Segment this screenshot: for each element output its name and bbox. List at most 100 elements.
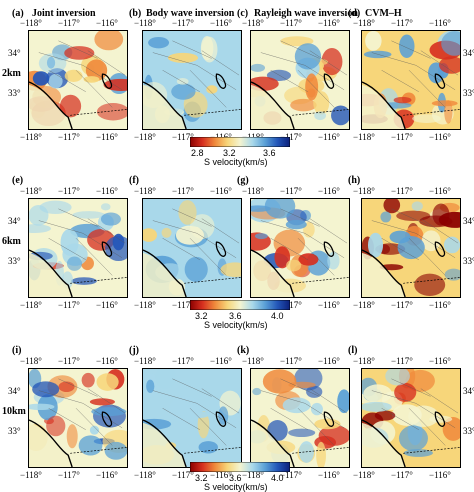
salton-sea-outline — [101, 411, 113, 427]
map-canvas — [29, 199, 127, 297]
velocity-anomaly — [285, 219, 307, 230]
offshore-area — [362, 84, 406, 129]
map-canvas — [362, 369, 460, 467]
velocity-anomaly — [89, 425, 100, 435]
fault-line — [152, 52, 237, 91]
fault-line — [38, 390, 123, 429]
coastline — [143, 81, 187, 129]
velocity-anomaly — [64, 46, 95, 60]
salton-sea-outline — [323, 411, 335, 427]
salton-sea-outline — [215, 241, 227, 257]
velocity-anomaly — [274, 246, 291, 269]
salton-sea-outline — [323, 73, 335, 89]
velocity-anomaly — [176, 78, 189, 85]
salton-sea-outline — [101, 241, 113, 257]
lon-tick-label: −117° — [172, 300, 194, 310]
lon-tick-label: −116° — [96, 186, 118, 196]
velocity-anomaly — [331, 105, 349, 126]
border-line — [184, 277, 241, 284]
velocity-anomaly — [38, 53, 67, 74]
lon-tick-label: −116° — [96, 356, 118, 366]
velocity-anomaly — [310, 402, 323, 416]
velocity-anomaly — [167, 52, 199, 63]
fault-line — [371, 220, 456, 259]
depth-label: 6km — [2, 236, 21, 247]
velocity-map — [142, 30, 242, 130]
lat-tick-label: 33° — [463, 88, 474, 98]
velocity-anomaly — [252, 387, 262, 396]
offshore-area — [362, 252, 406, 297]
panel-label: (c) — [237, 8, 249, 19]
lon-tick-label: −117° — [58, 18, 80, 28]
fault-line — [172, 378, 212, 397]
velocity-map — [250, 198, 350, 298]
offshore-area — [251, 252, 295, 297]
lon-tick-label: −118° — [134, 186, 156, 196]
map-canvas — [143, 199, 241, 297]
velocity-anomaly — [46, 415, 66, 437]
lon-tick-label: −116° — [429, 18, 451, 28]
velocity-anomaly — [58, 381, 75, 393]
lon-tick-label: −116° — [318, 186, 340, 196]
velocity-anomaly — [78, 435, 103, 456]
velocity-anomaly — [81, 372, 95, 388]
map-canvas — [362, 199, 460, 297]
velocity-map — [28, 198, 128, 298]
lon-tick-label: −117° — [58, 132, 80, 142]
velocity-anomaly — [411, 201, 423, 211]
velocity-anomaly — [89, 398, 115, 406]
velocity-anomaly — [414, 273, 446, 297]
velocity-map — [361, 368, 461, 468]
lon-tick-label: −116° — [429, 300, 451, 310]
panel-label: (b) — [129, 8, 142, 19]
panel-title: Rayleigh wave inversion — [254, 8, 358, 19]
fault-line — [58, 378, 98, 397]
velocity-anomaly — [32, 381, 60, 398]
velocity-anomaly — [385, 369, 410, 386]
lon-tick-label: −117° — [172, 18, 194, 28]
lon-tick-label: −116° — [429, 470, 451, 480]
coastline — [362, 419, 406, 467]
fault-line — [260, 220, 345, 259]
lon-tick-label: −118° — [353, 132, 375, 142]
border-line — [292, 277, 349, 284]
salton-sea-outline — [434, 241, 446, 257]
lon-tick-label: −118° — [242, 186, 264, 196]
velocity-anomaly — [305, 73, 319, 101]
velocity-anomaly — [71, 277, 97, 285]
velocity-map — [361, 198, 461, 298]
border-line — [403, 447, 460, 454]
panel-label: (g) — [237, 175, 249, 186]
velocity-anomaly — [48, 73, 63, 89]
fault-line — [38, 52, 123, 91]
salton-sea-outline — [215, 73, 227, 89]
lon-tick-label: −117° — [58, 300, 80, 310]
lon-tick-label: −117° — [172, 186, 194, 196]
colorbar-tick-label: 3.2 — [195, 473, 208, 483]
lat-tick-label: 33° — [8, 256, 21, 266]
offshore-area — [143, 252, 187, 297]
fault-line — [391, 378, 431, 397]
velocity-map — [28, 30, 128, 130]
fault-line — [420, 218, 459, 244]
lon-tick-label: −118° — [353, 470, 375, 480]
lon-tick-label: −116° — [96, 300, 118, 310]
map-canvas — [143, 369, 241, 467]
velocity-anomaly — [438, 211, 460, 228]
lat-tick-label: 34° — [463, 216, 474, 226]
velocity-anomaly — [389, 230, 411, 244]
fault-line — [297, 408, 335, 446]
lon-tick-label: −116° — [429, 356, 451, 366]
colorbar — [190, 462, 290, 472]
map-canvas — [143, 31, 241, 129]
lon-tick-label: −118° — [134, 18, 156, 28]
border-line — [184, 109, 241, 116]
fault-line — [201, 218, 240, 244]
fault-line — [172, 40, 212, 59]
fault-line — [408, 70, 446, 108]
fault-line — [280, 378, 320, 397]
colorbar — [190, 137, 290, 147]
panel-label: (a) — [12, 8, 24, 19]
fault-line — [371, 52, 456, 91]
fault-line — [420, 388, 459, 414]
